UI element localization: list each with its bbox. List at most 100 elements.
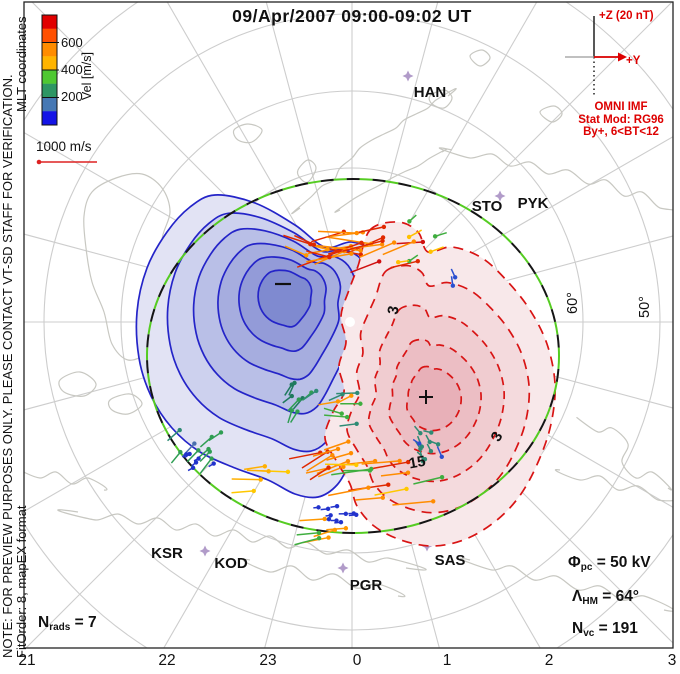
velocity-vector-tail: [208, 462, 215, 468]
velocity-vector-dot: [355, 390, 360, 396]
vector-cluster: [283, 234, 332, 260]
colorbar-tick-200: 200: [61, 89, 83, 104]
velocity-vector-tail: [170, 451, 181, 464]
velocity-vector-tail: [318, 400, 339, 406]
negative-potential-contour: [257, 269, 313, 328]
velocity-vector-tail: [382, 240, 415, 256]
coastline-path: [107, 393, 143, 415]
velocity-vector-tail: [436, 446, 443, 458]
velocity-vector-tail: [342, 240, 383, 252]
lambda-symbol: Λ: [572, 588, 583, 605]
colorbar-segment: [42, 97, 57, 112]
velocity-vector-tail: [336, 392, 358, 395]
velocity-vector-tail: [208, 431, 222, 442]
velocity-vector-tail: [408, 214, 417, 222]
lambda-value: = 64°: [598, 588, 639, 605]
mlt-hour-label: 23: [259, 652, 276, 669]
velocity-vector-tail: [412, 438, 420, 445]
mlt-hour-label: 3: [668, 652, 677, 669]
coastline-path: [459, 557, 673, 612]
velocity-vector-tail: [312, 448, 339, 457]
velocity-vector-tail: [306, 454, 333, 472]
coastline-path: [291, 87, 457, 215]
contour-value-label: 15: [408, 453, 427, 473]
velocity-vector-tail: [199, 436, 213, 448]
coastline-path: [554, 469, 673, 502]
velocity-vector-tail: [408, 229, 423, 238]
velocity-vector-tail: [184, 453, 191, 459]
velocity-vector-tail: [359, 241, 395, 259]
velocity-vector-tail: [292, 397, 304, 410]
velocity-vector-tail: [186, 449, 199, 463]
station-label-pgr: PGR: [350, 577, 383, 594]
coastline-path: [57, 509, 427, 571]
coastline-path: [576, 417, 672, 491]
velocity-vector-tail: [416, 435, 423, 448]
velocity-vector-tail: [288, 451, 321, 460]
velocity-scale-key: 1000 m/s: [36, 139, 97, 165]
velocity-vector-tail: [305, 467, 329, 474]
vector-cluster: [231, 464, 291, 494]
magnetic-pole-dot: [345, 317, 355, 327]
velocity-vector-tail: [426, 443, 432, 452]
velocity-vector-tail: [299, 518, 325, 522]
coastline-path: [469, 49, 491, 67]
nvc-stat: Nvc = 191: [572, 620, 638, 639]
colorbar-segment: [42, 70, 57, 84]
colorbar-segment: [42, 28, 57, 43]
latitude-label: 50°: [637, 296, 653, 318]
velocity-vector-tail: [313, 529, 336, 538]
velocity-vector-tail: [282, 395, 293, 404]
imf-model-label: Stat Mod: RG96: [578, 114, 664, 126]
mlt-axis-labels: 21 22 23 0 1 2 3: [18, 652, 676, 669]
phi-subscript: pc: [581, 562, 593, 573]
vector-cluster: [395, 214, 447, 265]
colorbar-segment: [42, 42, 57, 57]
fitorder-note: FitOrder: 8, mapEX format: [14, 505, 29, 658]
velocity-vector-tail: [355, 496, 383, 501]
station-label-pyk: PYK: [518, 195, 549, 212]
velocity-vector-tail: [317, 466, 344, 478]
colorbar-tick-400: 400: [61, 62, 83, 77]
velocity-vector-dot: [380, 495, 386, 500]
velocity-vector-tail: [413, 476, 443, 485]
velocity-vector-dot: [251, 488, 256, 494]
station-marker: [494, 190, 506, 202]
imf-y-label: +Y: [626, 55, 641, 67]
velocity-scale-label: 1000 m/s: [36, 139, 92, 154]
colorbar-segment: [42, 83, 57, 98]
plot-frame: [23, 1, 674, 649]
lambda-subscript: HM: [582, 596, 598, 607]
nvc-symbol: N: [572, 620, 583, 637]
colorbar-segment: [42, 56, 57, 71]
coastline-path: [232, 123, 263, 144]
velocity-vector-tail: [167, 429, 181, 442]
velocity-vector-tail: [408, 254, 419, 262]
imf-z-label: +Z (20 nT): [599, 10, 654, 22]
station-marker: [337, 562, 349, 574]
velocity-vector-tail: [191, 461, 197, 467]
velocity-vector-tail: [425, 434, 431, 443]
colorbar-segment: [42, 111, 57, 126]
colorbar-axis-label: Vel [m/s]: [80, 52, 94, 100]
velocity-vector-tail: [320, 508, 329, 511]
imf-dial: +Z (20 nT) +Y OMNI IMF Stat Mod: RG96 By…: [565, 10, 664, 138]
hm-boundary-black: [146, 178, 560, 534]
velocity-vector-tail: [330, 505, 338, 509]
velocity-vector-tail: [323, 407, 342, 415]
velocity-vector-tail: [296, 532, 320, 536]
contour-value-label: 3: [384, 305, 402, 316]
velocity-vector-tail: [423, 430, 432, 434]
phi-value: = 50 kV: [592, 554, 651, 571]
velocity-vector-tail: [199, 451, 211, 463]
velocity-vector-tail: [326, 452, 352, 461]
mlt-hour-label: 1: [443, 652, 452, 669]
vector-cluster: [318, 390, 363, 427]
mlt-hour-label: 22: [158, 652, 175, 669]
velocity-vector-tail: [187, 467, 194, 472]
vector-cluster: [288, 439, 354, 481]
velocity-vector-tail: [290, 411, 299, 423]
velocity-vector-tail: [450, 268, 456, 278]
